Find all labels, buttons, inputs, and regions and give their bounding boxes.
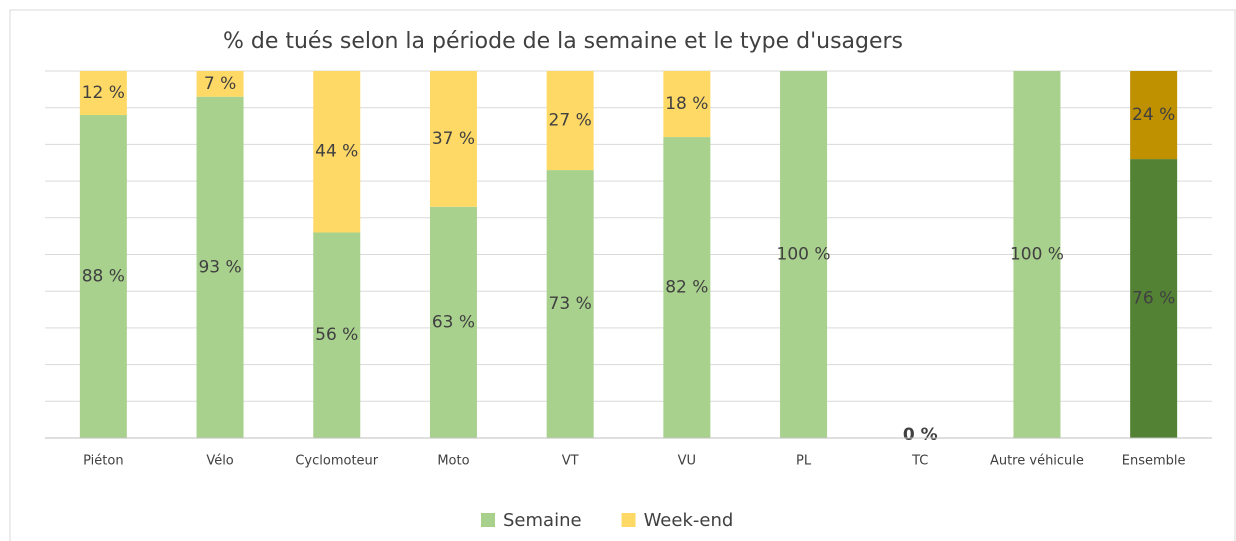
data-label: 24 % [1132,105,1175,125]
bar-segment [196,71,244,97]
legend-swatch [481,513,495,527]
x-tick-label: Cyclomoteur [295,454,378,469]
chart-title: % de tués selon la période de la semaine… [223,29,903,54]
legend-label: Semaine [503,510,582,531]
chart-border [9,9,1236,541]
bar-segment [780,71,828,438]
data-label: 93 % [198,257,241,277]
bar-segment [546,71,594,171]
x-tick-label: TC [911,454,928,469]
bar-segment [79,71,127,116]
x-tick-label: Moto [437,454,469,469]
bar-segment [79,115,127,438]
bar-segment [663,137,711,438]
x-tick-label: VU [678,454,696,469]
data-label: 0 % [903,425,938,445]
bar-segment [429,71,477,207]
data-label: 27 % [549,111,592,131]
data-label: 100 % [1010,245,1064,265]
bar-segment [663,71,711,138]
data-label: 44 % [315,142,358,162]
x-tick-label: Vélo [206,454,233,469]
bar-segment [546,170,594,438]
data-label: 88 % [82,267,125,287]
data-label: 37 % [432,129,475,149]
bar-segment [1130,159,1178,438]
data-label: 18 % [665,94,708,114]
bar-segment [196,96,244,438]
legend-label: Week-end [644,510,734,531]
bar-segment [429,206,477,438]
data-label: 63 % [432,312,475,332]
data-label: 12 % [82,83,125,103]
data-label: 100 % [777,245,831,265]
x-tick-label: VT [562,454,579,469]
bar-segment [1013,71,1061,438]
bar-segment [313,232,361,438]
data-label: 56 % [315,325,358,345]
x-tick-label: Autre véhicule [990,454,1084,469]
data-label: 7 % [204,74,236,94]
data-label: 76 % [1132,289,1175,309]
bar-segment [313,71,361,233]
bar-segment [1130,71,1178,160]
x-tick-label: PL [796,454,812,469]
data-label: 82 % [665,278,708,298]
x-tick-label: Piéton [83,454,123,469]
legend-swatch [621,513,636,527]
data-label: 73 % [549,294,592,314]
x-tick-label: Ensemble [1122,454,1186,469]
